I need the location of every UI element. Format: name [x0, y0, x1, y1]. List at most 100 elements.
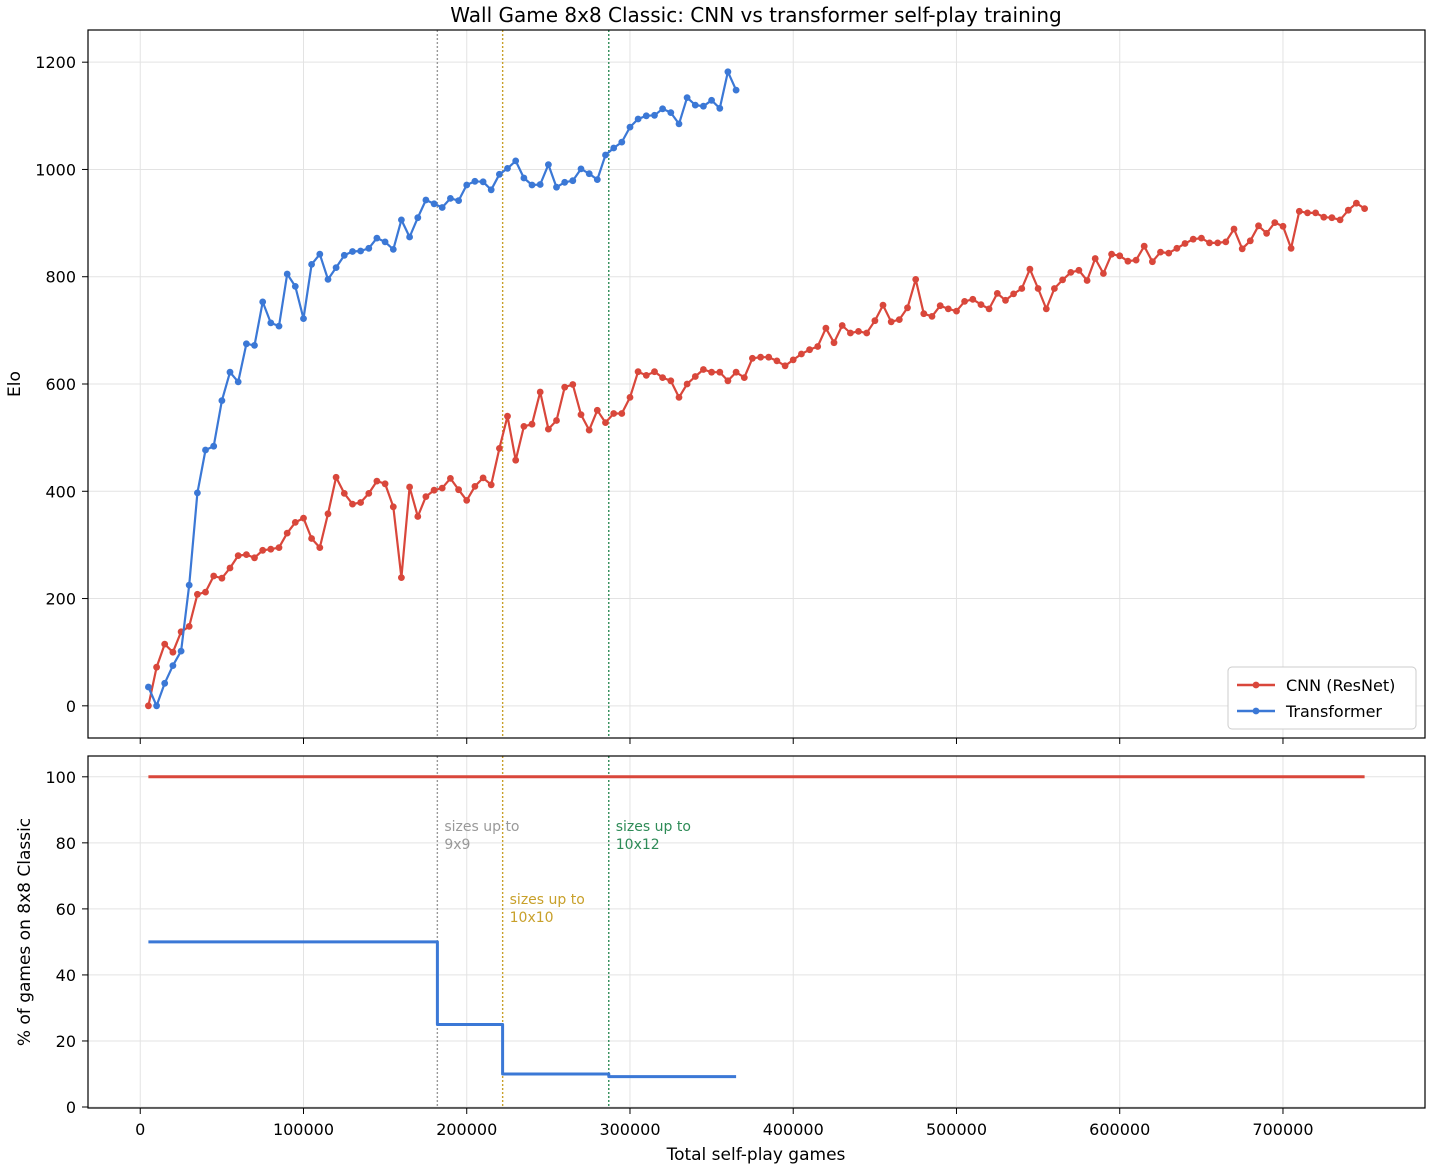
data-point — [920, 310, 928, 318]
data-point — [194, 590, 201, 598]
data-point — [259, 546, 267, 554]
data-point — [830, 339, 838, 347]
axes-frame — [87, 755, 1426, 1109]
data-point — [708, 368, 715, 376]
data-point — [904, 304, 911, 312]
data-point — [691, 373, 699, 380]
data-point — [349, 248, 356, 255]
legend-marker — [1252, 707, 1260, 715]
y-tick-label: 40 — [56, 966, 76, 985]
data-point — [765, 353, 773, 361]
data-point — [969, 295, 977, 303]
data-point — [1002, 296, 1009, 304]
data-point — [324, 276, 332, 283]
data-point — [683, 380, 691, 388]
x-tick-label: 600000 — [1089, 1120, 1150, 1139]
data-point — [349, 500, 356, 508]
y-tick-label: 200 — [45, 590, 76, 609]
data-point — [691, 101, 699, 109]
data-point — [316, 544, 324, 551]
data-point — [536, 181, 544, 188]
stage-annotation: sizes up to — [510, 892, 585, 908]
y-tick-label: 1000 — [35, 160, 76, 179]
data-point — [251, 342, 258, 349]
data-point — [618, 138, 626, 146]
data-point — [226, 368, 234, 376]
data-point — [1230, 225, 1238, 233]
legend-label: CNN (ResNet) — [1286, 676, 1395, 695]
y-tick-label: 0 — [66, 1098, 76, 1117]
data-point — [675, 394, 683, 401]
data-point — [879, 301, 887, 309]
data-point — [471, 177, 479, 185]
data-point — [1344, 206, 1352, 214]
data-point — [455, 197, 462, 205]
data-point — [1149, 258, 1156, 266]
data-point — [479, 474, 487, 482]
data-point — [961, 298, 968, 305]
data-point — [1100, 270, 1107, 277]
data-point — [267, 545, 275, 553]
data-point — [381, 480, 389, 488]
data-point — [740, 374, 748, 381]
data-point — [1140, 242, 1148, 250]
data-point — [202, 446, 209, 454]
data-point — [1042, 305, 1050, 313]
data-point — [1246, 237, 1254, 245]
data-point — [169, 648, 177, 656]
data-point — [438, 484, 446, 492]
data-point — [585, 426, 593, 434]
data-point — [1320, 213, 1328, 221]
data-point — [577, 165, 585, 173]
data-point — [332, 264, 340, 271]
data-point — [781, 362, 789, 370]
data-point — [389, 246, 397, 253]
data-point — [838, 322, 846, 329]
data-point — [291, 519, 299, 526]
y-tick-label: 1200 — [35, 53, 76, 72]
data-point — [944, 305, 952, 313]
data-point — [308, 535, 315, 542]
data-point — [275, 322, 283, 330]
y-tick-label: 800 — [45, 268, 76, 287]
data-point — [389, 503, 397, 511]
data-point — [1108, 250, 1115, 258]
data-point — [1059, 276, 1066, 284]
data-point — [479, 178, 487, 186]
data-point — [487, 481, 495, 489]
data-point — [1116, 252, 1124, 260]
data-point — [357, 247, 364, 255]
data-point — [1034, 285, 1042, 292]
data-point — [675, 120, 683, 128]
data-point — [308, 261, 315, 268]
data-point — [430, 200, 438, 208]
data-point — [487, 186, 495, 194]
data-point — [561, 178, 569, 186]
data-point — [593, 176, 601, 184]
x-tick-label: 400000 — [763, 1120, 824, 1139]
data-point — [1222, 238, 1230, 246]
x-tick-label: 0 — [135, 1120, 145, 1139]
data-point — [806, 346, 813, 354]
data-point — [340, 490, 348, 497]
x-tick-label: 500000 — [926, 1120, 987, 1139]
data-point — [1271, 219, 1279, 227]
data-point — [145, 702, 152, 710]
data-point — [1304, 209, 1311, 217]
data-point — [634, 368, 642, 376]
data-point — [291, 283, 299, 290]
data-point — [895, 316, 903, 323]
data-point — [169, 662, 177, 669]
data-point — [234, 552, 242, 559]
data-point — [406, 233, 413, 241]
data-point — [234, 378, 242, 386]
data-point — [642, 372, 650, 379]
elo-panel: 0 200 400 600 800 1000 1200 Elo CNN (ResNet) Tran… — [5, 29, 1426, 744]
data-point — [373, 477, 381, 485]
data-point — [398, 574, 405, 581]
data-point — [463, 497, 471, 504]
legend-marker — [1252, 681, 1260, 689]
data-point — [520, 174, 528, 182]
